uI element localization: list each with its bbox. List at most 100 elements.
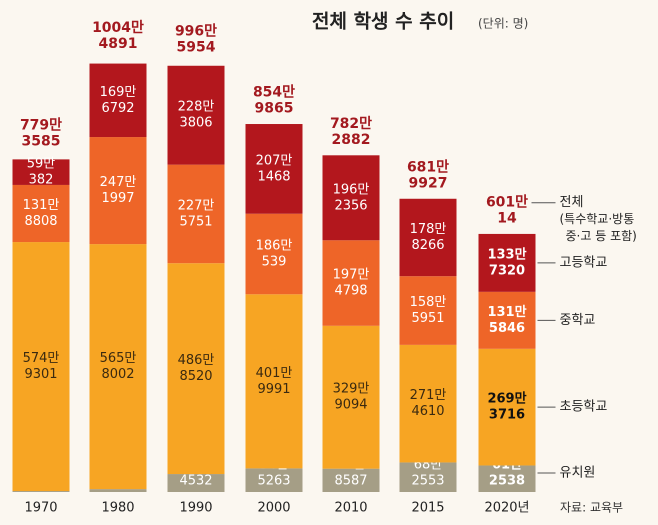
legend-note: 중·고 등 포함) bbox=[566, 229, 637, 243]
segment-label: 227만 bbox=[178, 198, 215, 213]
segment-label: 186만 bbox=[256, 239, 293, 254]
bar-segment bbox=[167, 164, 225, 264]
x-tick-label: 1990 bbox=[179, 501, 212, 516]
total-label: 9865 bbox=[255, 101, 294, 117]
segment-label: 2553 bbox=[411, 474, 444, 489]
segment-label: 9094 bbox=[334, 398, 367, 413]
segment-label: 59만 bbox=[27, 157, 56, 172]
segment-label: 131만 bbox=[487, 304, 526, 320]
total-label: 5954 bbox=[177, 39, 216, 55]
segment-label: 401만 bbox=[256, 366, 293, 381]
bar-segment bbox=[245, 294, 303, 469]
total-label: 779만 bbox=[20, 117, 62, 133]
total-label: 1004만 bbox=[92, 20, 144, 36]
segment-label: 158만 bbox=[410, 295, 447, 310]
segment-label: 207만 bbox=[256, 153, 293, 168]
legend-label: 고등학교 bbox=[560, 255, 608, 270]
bar-segment bbox=[399, 276, 457, 345]
total-label: 4891 bbox=[99, 36, 138, 52]
segment-label: 7320 bbox=[489, 263, 525, 278]
bar-segment bbox=[245, 213, 303, 295]
bar-segment bbox=[399, 198, 457, 277]
bar-segment bbox=[478, 348, 536, 466]
segment-label: 5751 bbox=[179, 214, 212, 229]
total-label: 854만 bbox=[253, 85, 295, 101]
total-label: 601만 bbox=[486, 195, 528, 211]
segment-label: 196만 bbox=[333, 182, 370, 197]
chart-title: 전체 학생 수 추이 bbox=[312, 11, 454, 33]
segment-label: 178만 bbox=[410, 222, 447, 237]
bar-segment bbox=[89, 63, 147, 138]
segment-label: 9301 bbox=[24, 367, 57, 382]
bar-segment bbox=[167, 263, 225, 475]
bar-segment bbox=[12, 491, 70, 492]
total-label: 681만 bbox=[407, 160, 449, 176]
segment-label: 3806 bbox=[179, 116, 212, 131]
bar-segment bbox=[322, 325, 380, 469]
segment-label: 247만 bbox=[100, 175, 137, 190]
segment-label: 8002 bbox=[101, 367, 134, 382]
x-tick-label: 2000 bbox=[257, 501, 290, 516]
segment-label: 486만 bbox=[178, 353, 215, 368]
total-label: 2882 bbox=[332, 132, 371, 148]
legend-note: (특수학교·방통 bbox=[560, 212, 635, 226]
segment-label: 8808 bbox=[24, 214, 57, 229]
bar-segment bbox=[322, 240, 380, 326]
legend-label: 중학교 bbox=[560, 313, 596, 328]
total-label: 996만 bbox=[175, 23, 217, 39]
segment-label: 2356 bbox=[334, 198, 367, 213]
source: 자료: 교육부 bbox=[560, 501, 623, 515]
segment-label: 133만 bbox=[487, 246, 526, 262]
x-tick-label: 1980 bbox=[101, 501, 134, 516]
segment-label: 329만 bbox=[333, 382, 370, 397]
total-label: 9927 bbox=[409, 176, 448, 192]
segment-label: 565만 bbox=[100, 351, 137, 366]
segment-label: 6792 bbox=[101, 101, 134, 116]
segment-label: 5951 bbox=[411, 311, 444, 326]
bar-segment bbox=[478, 291, 536, 349]
segment-label: 5846 bbox=[489, 321, 525, 336]
total-label: 14 bbox=[497, 211, 517, 227]
segment-label: 2538 bbox=[489, 474, 525, 489]
bar-segment bbox=[89, 244, 147, 490]
bar-segment bbox=[167, 474, 225, 492]
bar-segment bbox=[478, 465, 536, 492]
segment-label: 228만 bbox=[178, 100, 215, 115]
legend-label: 유치원 bbox=[560, 466, 596, 481]
segment-label: 1997 bbox=[101, 191, 134, 206]
segment-label: 4532 bbox=[179, 474, 212, 489]
segment-label: 8520 bbox=[179, 369, 212, 384]
bar-segment bbox=[322, 468, 380, 492]
segment-label: 131만 bbox=[23, 198, 60, 213]
segment-label: 269만 bbox=[487, 391, 526, 407]
bar-segment bbox=[245, 124, 303, 214]
total-label: 782만 bbox=[330, 116, 372, 132]
x-tick-label: 2015 bbox=[411, 501, 444, 516]
segment-label: 169만 bbox=[100, 85, 137, 100]
segment-label: 4610 bbox=[411, 404, 444, 419]
bar-segment bbox=[399, 462, 457, 492]
segment-label: 3716 bbox=[489, 408, 525, 423]
segment-label: 1468 bbox=[257, 169, 290, 184]
bar-segment bbox=[89, 489, 147, 492]
segment-label: 574만 bbox=[23, 351, 60, 366]
segment-label: 9991 bbox=[257, 382, 290, 397]
bar-segment bbox=[399, 344, 457, 463]
legend-label: 초등학교 bbox=[560, 400, 608, 415]
segment-label: 4798 bbox=[334, 284, 367, 299]
bar-segment bbox=[322, 155, 380, 241]
bar-segment bbox=[245, 468, 303, 492]
segment-label: 8266 bbox=[411, 238, 444, 253]
x-tick-label: 1970 bbox=[24, 501, 57, 516]
total-label: 3585 bbox=[22, 133, 61, 149]
segment-label: 197만 bbox=[333, 268, 370, 283]
segment-label: 8587 bbox=[334, 474, 367, 489]
segment-label: 539 bbox=[262, 255, 287, 270]
bar-segment bbox=[478, 233, 536, 292]
bar-segment bbox=[89, 137, 147, 245]
bar-segment bbox=[12, 242, 70, 492]
x-tick-label: 2020년 bbox=[484, 501, 529, 516]
segment-label: 5263 bbox=[257, 474, 290, 489]
legend-label: 전체 bbox=[560, 195, 584, 210]
